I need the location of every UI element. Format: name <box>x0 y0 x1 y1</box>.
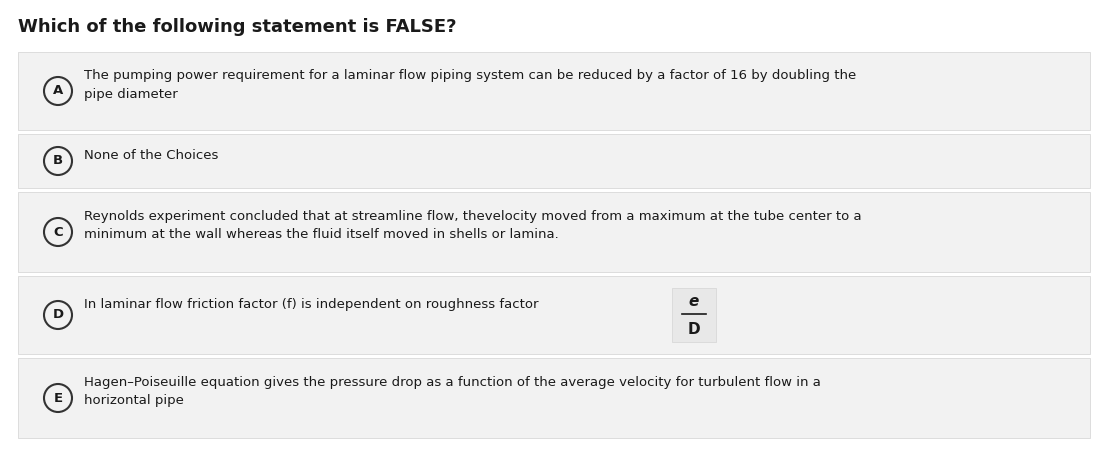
Text: The pumping power requirement for a laminar flow piping system can be reduced by: The pumping power requirement for a lami… <box>84 69 856 100</box>
Text: D: D <box>52 308 63 321</box>
FancyBboxPatch shape <box>18 134 1090 188</box>
Text: None of the Choices: None of the Choices <box>84 149 218 162</box>
Text: Hagen–Poiseuille equation gives the pressure drop as a function of the average v: Hagen–Poiseuille equation gives the pres… <box>84 376 821 407</box>
FancyBboxPatch shape <box>671 288 716 342</box>
Text: C: C <box>53 226 63 238</box>
Text: e: e <box>689 295 699 309</box>
Text: B: B <box>53 155 63 168</box>
FancyBboxPatch shape <box>18 52 1090 130</box>
FancyBboxPatch shape <box>18 276 1090 354</box>
Text: In laminar flow friction factor (f) is independent on roughness factor: In laminar flow friction factor (f) is i… <box>84 298 538 311</box>
Text: Which of the following statement is FALSE?: Which of the following statement is FALS… <box>18 18 456 36</box>
Text: D: D <box>688 321 700 337</box>
FancyBboxPatch shape <box>18 192 1090 272</box>
Text: A: A <box>53 85 63 98</box>
FancyBboxPatch shape <box>18 358 1090 438</box>
Text: E: E <box>53 391 62 405</box>
Text: Reynolds experiment concluded that at streamline flow, thevelocity moved from a : Reynolds experiment concluded that at st… <box>84 209 862 241</box>
